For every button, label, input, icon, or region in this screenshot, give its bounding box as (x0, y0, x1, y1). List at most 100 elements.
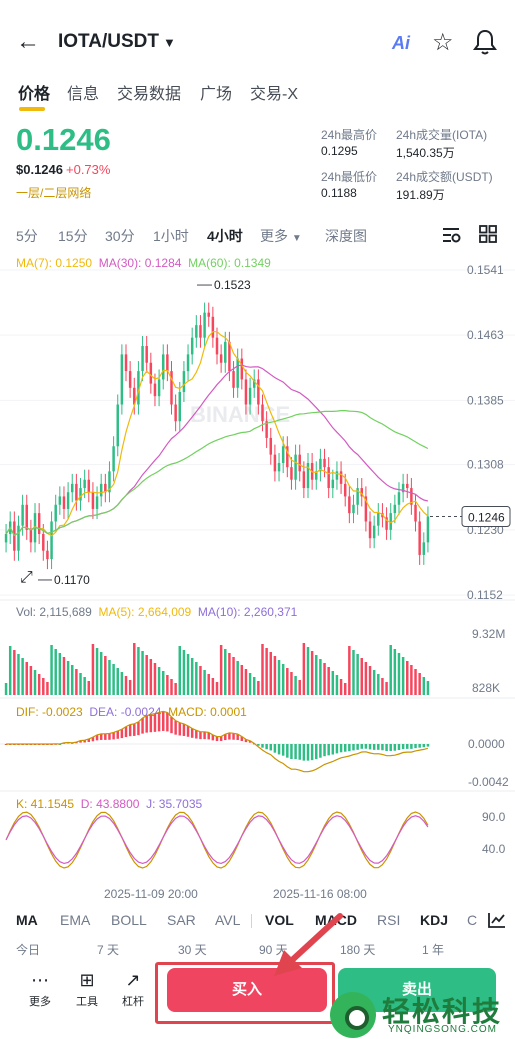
fullscreen-icon: ⤢ (20, 569, 33, 586)
candle (228, 341, 231, 372)
volume-bar (58, 653, 62, 695)
buy-button[interactable]: 买入 (167, 968, 327, 1012)
macd-histogram-bar (290, 744, 293, 760)
ma30-line (5, 364, 429, 537)
indicator-ema[interactable]: EMA (60, 912, 91, 928)
tab-info[interactable]: 信息 (67, 86, 100, 103)
macd-histogram-bar (401, 744, 405, 750)
sell-button[interactable]: 卖出 (338, 968, 496, 1012)
interval-1h[interactable]: 1小时 (153, 228, 189, 244)
candle (377, 513, 380, 526)
site-logo-icon (330, 992, 376, 1038)
depth-chart-tab[interactable]: 深度图 (325, 228, 367, 244)
tab-trade-x[interactable]: 交易-X (250, 86, 299, 103)
indicator-rsi[interactable]: RSI (377, 912, 401, 928)
indicator-ma[interactable]: MA (16, 912, 38, 928)
volume-bar (236, 661, 239, 695)
volume-axis-label: 9.32M (472, 627, 505, 641)
macd-histogram-bar (108, 733, 111, 740)
more-button[interactable]: ⋯ 更多 (22, 968, 58, 1010)
volume-bar (422, 677, 426, 695)
candle (17, 525, 20, 551)
active-tab-indicator (19, 107, 45, 111)
macd-histogram-bar (215, 736, 219, 742)
indicator-sar[interactable]: SAR (167, 912, 196, 928)
indicator-boll[interactable]: BOLL (111, 912, 147, 928)
site-title: 轻松科技 (382, 996, 503, 1027)
volume-value: 1,540.35万 (396, 146, 455, 160)
tab-trade-data[interactable]: 交易数据 (117, 86, 182, 103)
macd-histogram-bar (219, 736, 223, 741)
volume-legend: Vol: 2,115,689 MA(5): 2,664,009 MA(10): … (16, 605, 297, 619)
chart-settings-icon[interactable] (441, 226, 461, 244)
volume-bar (128, 680, 132, 695)
volume-bar (95, 648, 99, 695)
macd-histogram-bar (294, 744, 297, 760)
tab-square[interactable]: 广场 (200, 86, 233, 103)
interval-4h[interactable]: 4小时 (207, 228, 243, 244)
range-180d[interactable]: 180 天 (340, 943, 376, 957)
pair-selector[interactable]: IOTA/USDT ▼ (58, 31, 176, 53)
macd-histogram-bar (389, 744, 392, 751)
volume-bar (141, 651, 144, 695)
macd-histogram-bar (422, 744, 426, 748)
interval-5m[interactable]: 5分 (16, 228, 38, 244)
candlestick-chart[interactable]: 0.15410.14630.13850.13080.12300.1152BINA… (0, 250, 515, 900)
d-line (5, 815, 429, 865)
ai-icon[interactable]: Ai (392, 33, 410, 53)
ma60-value: MA(60): 0.1349 (188, 256, 271, 270)
network-tag[interactable]: 一层/二层网络 (16, 186, 92, 200)
macd-histogram-bar (306, 744, 310, 761)
range-30d[interactable]: 30 天 (178, 943, 207, 957)
volume-bar (397, 653, 401, 695)
macd-histogram-bar (4, 744, 8, 745)
candle (195, 325, 198, 338)
range-today[interactable]: 今日 (16, 943, 41, 957)
candle (75, 483, 78, 501)
caret-down-icon: ▼ (162, 35, 176, 50)
macd-legend: DIF: -0.0023 DEA: -0.0024 MACD: 0.0001 (16, 705, 247, 719)
indicator-avl[interactable]: AVL (215, 912, 241, 928)
bottom-action-bar: ⋯ 更多 ⊞ 工具 ↗ 杠杆 买入 卖出 (0, 962, 515, 1039)
candle (46, 550, 49, 560)
interval-30m[interactable]: 30分 (105, 228, 135, 244)
candle (112, 446, 115, 472)
candle (261, 404, 264, 422)
macd-histogram-bar (178, 722, 182, 736)
volume-bar (21, 658, 24, 695)
vol-ma10-value: MA(10): 2,260,371 (197, 605, 298, 619)
candle (178, 391, 182, 422)
interval-15m[interactable]: 15分 (58, 228, 88, 244)
interval-more[interactable]: 更多 ▼ (260, 226, 302, 246)
candle (186, 354, 190, 372)
candle (252, 379, 256, 388)
indicator-vol[interactable]: VOL (265, 912, 294, 928)
bell-icon[interactable] (472, 28, 498, 56)
candle (360, 488, 363, 497)
range-90d[interactable]: 90 天 (259, 943, 288, 957)
volume-bar (257, 681, 260, 695)
volume-bar (306, 647, 310, 695)
indicator-more[interactable]: C (467, 912, 478, 928)
volume-bar (42, 678, 45, 695)
indicator-kdj[interactable]: KDJ (420, 912, 449, 928)
macd-histogram-bar (104, 733, 107, 740)
tools-button[interactable]: ⊞ 工具 (69, 968, 105, 1010)
range-7d[interactable]: 7 天 (97, 943, 120, 957)
x-axis-label: 2025-11-09 20:00 (104, 887, 198, 900)
macd-histogram-bar (120, 729, 124, 739)
candle (153, 383, 157, 397)
leverage-button[interactable]: ↗ 杠杆 (115, 968, 151, 1010)
range-1y[interactable]: 1 年 (422, 943, 445, 957)
indicator-settings-icon[interactable] (487, 911, 507, 929)
back-arrow-icon[interactable]: ← (16, 28, 40, 55)
volume-bar (186, 654, 190, 695)
candle (356, 488, 359, 505)
tab-price[interactable]: 价格 (18, 86, 51, 103)
volume-bar (360, 658, 363, 695)
grid-layout-icon[interactable] (479, 225, 497, 243)
volume-bar (224, 649, 227, 695)
candle (281, 446, 285, 463)
star-icon[interactable]: ☆ (432, 29, 454, 56)
ma30-value: MA(30): 0.1284 (98, 256, 182, 270)
